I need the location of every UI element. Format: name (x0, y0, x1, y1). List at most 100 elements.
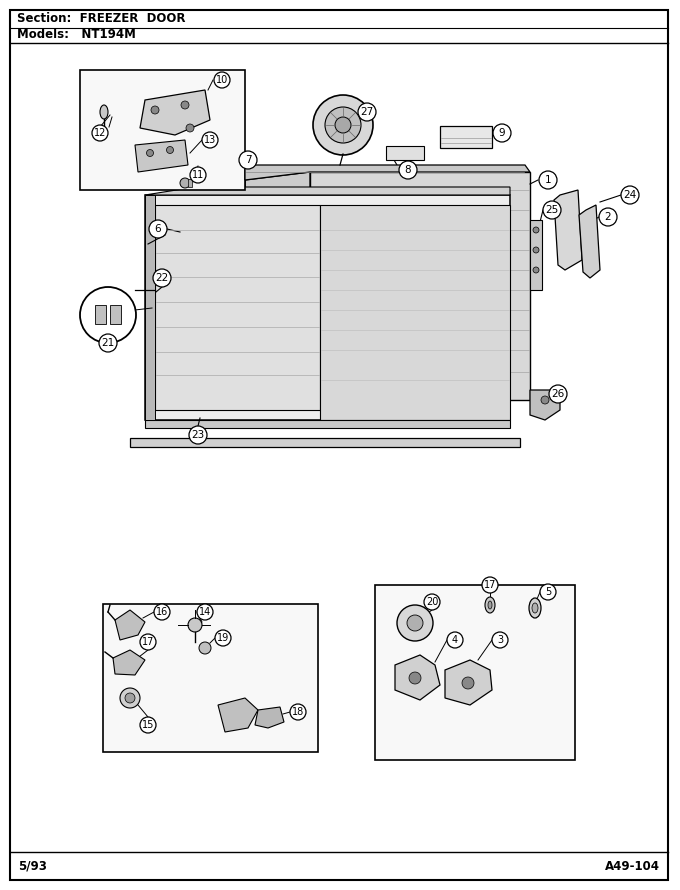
Circle shape (540, 584, 556, 600)
Circle shape (151, 106, 159, 114)
FancyBboxPatch shape (95, 304, 105, 323)
Circle shape (492, 632, 508, 648)
Polygon shape (530, 220, 542, 290)
Text: 24: 24 (624, 190, 636, 200)
Text: 10: 10 (216, 75, 228, 85)
Text: 7: 7 (245, 155, 252, 165)
FancyBboxPatch shape (109, 304, 120, 323)
Circle shape (407, 615, 423, 631)
Circle shape (202, 132, 218, 148)
Circle shape (533, 247, 539, 253)
Polygon shape (135, 140, 188, 172)
Bar (80, 70, 245, 190)
Polygon shape (445, 660, 492, 705)
Polygon shape (320, 205, 510, 420)
Ellipse shape (532, 603, 538, 613)
Circle shape (190, 167, 206, 183)
Circle shape (533, 227, 539, 233)
Polygon shape (245, 165, 530, 180)
Circle shape (399, 161, 417, 179)
Circle shape (325, 107, 361, 143)
Circle shape (313, 95, 373, 155)
Text: 5: 5 (545, 587, 551, 597)
Text: Section:  FREEZER  DOOR: Section: FREEZER DOOR (17, 12, 186, 26)
Polygon shape (145, 187, 510, 195)
Circle shape (482, 577, 498, 593)
Circle shape (189, 426, 207, 444)
Ellipse shape (529, 598, 541, 618)
Polygon shape (155, 205, 320, 410)
Circle shape (186, 124, 194, 132)
Circle shape (335, 117, 351, 133)
Polygon shape (310, 172, 530, 400)
Text: 3: 3 (497, 635, 503, 645)
Text: 15: 15 (142, 720, 154, 730)
Bar (375, 585, 575, 760)
Circle shape (215, 630, 231, 646)
Circle shape (199, 642, 211, 654)
Polygon shape (130, 438, 520, 447)
FancyBboxPatch shape (386, 146, 424, 160)
Text: 17: 17 (483, 580, 496, 590)
Text: 6: 6 (154, 224, 161, 234)
Ellipse shape (485, 597, 495, 613)
Circle shape (180, 178, 190, 188)
Text: 13: 13 (204, 135, 216, 145)
Circle shape (92, 125, 108, 141)
Text: 1: 1 (545, 175, 551, 185)
Polygon shape (218, 698, 258, 732)
Bar (103, 604, 318, 752)
Text: 2: 2 (605, 212, 611, 222)
Circle shape (154, 604, 170, 620)
Circle shape (239, 151, 257, 169)
Polygon shape (530, 390, 560, 420)
Circle shape (493, 124, 511, 142)
Text: 20: 20 (426, 597, 438, 607)
Text: A49-104: A49-104 (605, 860, 660, 872)
Circle shape (140, 634, 156, 650)
Circle shape (397, 605, 433, 641)
Polygon shape (115, 610, 145, 640)
Text: 25: 25 (545, 205, 559, 215)
Circle shape (146, 150, 154, 157)
Polygon shape (113, 650, 145, 675)
Circle shape (549, 385, 567, 403)
Text: 8: 8 (405, 165, 411, 175)
Text: 23: 23 (191, 430, 205, 440)
Text: 18: 18 (292, 707, 304, 717)
Circle shape (120, 688, 140, 708)
Circle shape (447, 632, 463, 648)
Circle shape (533, 267, 539, 273)
Circle shape (621, 186, 639, 204)
Polygon shape (255, 707, 284, 728)
Text: 14: 14 (199, 607, 211, 617)
Circle shape (290, 704, 306, 720)
Circle shape (125, 693, 135, 703)
Circle shape (99, 334, 117, 352)
Circle shape (599, 208, 617, 226)
Polygon shape (245, 172, 310, 407)
Polygon shape (145, 195, 155, 420)
Polygon shape (195, 180, 245, 414)
Circle shape (409, 672, 421, 684)
Text: 22: 22 (155, 273, 169, 283)
Circle shape (214, 72, 230, 88)
Circle shape (149, 220, 167, 238)
Circle shape (424, 594, 440, 610)
Text: 11: 11 (192, 170, 204, 180)
Text: 5/93: 5/93 (18, 860, 47, 872)
Text: 26: 26 (551, 389, 564, 399)
Polygon shape (554, 190, 582, 270)
FancyBboxPatch shape (440, 126, 492, 148)
Circle shape (80, 287, 136, 343)
Circle shape (539, 171, 557, 189)
Circle shape (140, 717, 156, 733)
Text: 27: 27 (360, 107, 373, 117)
Circle shape (167, 147, 173, 153)
Ellipse shape (488, 601, 492, 609)
Text: 19: 19 (217, 633, 229, 643)
Circle shape (188, 618, 202, 632)
Polygon shape (145, 195, 510, 420)
Polygon shape (145, 420, 510, 428)
Circle shape (543, 201, 561, 219)
